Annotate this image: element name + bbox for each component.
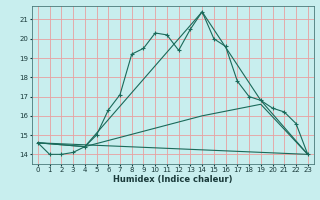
X-axis label: Humidex (Indice chaleur): Humidex (Indice chaleur) [113, 175, 233, 184]
